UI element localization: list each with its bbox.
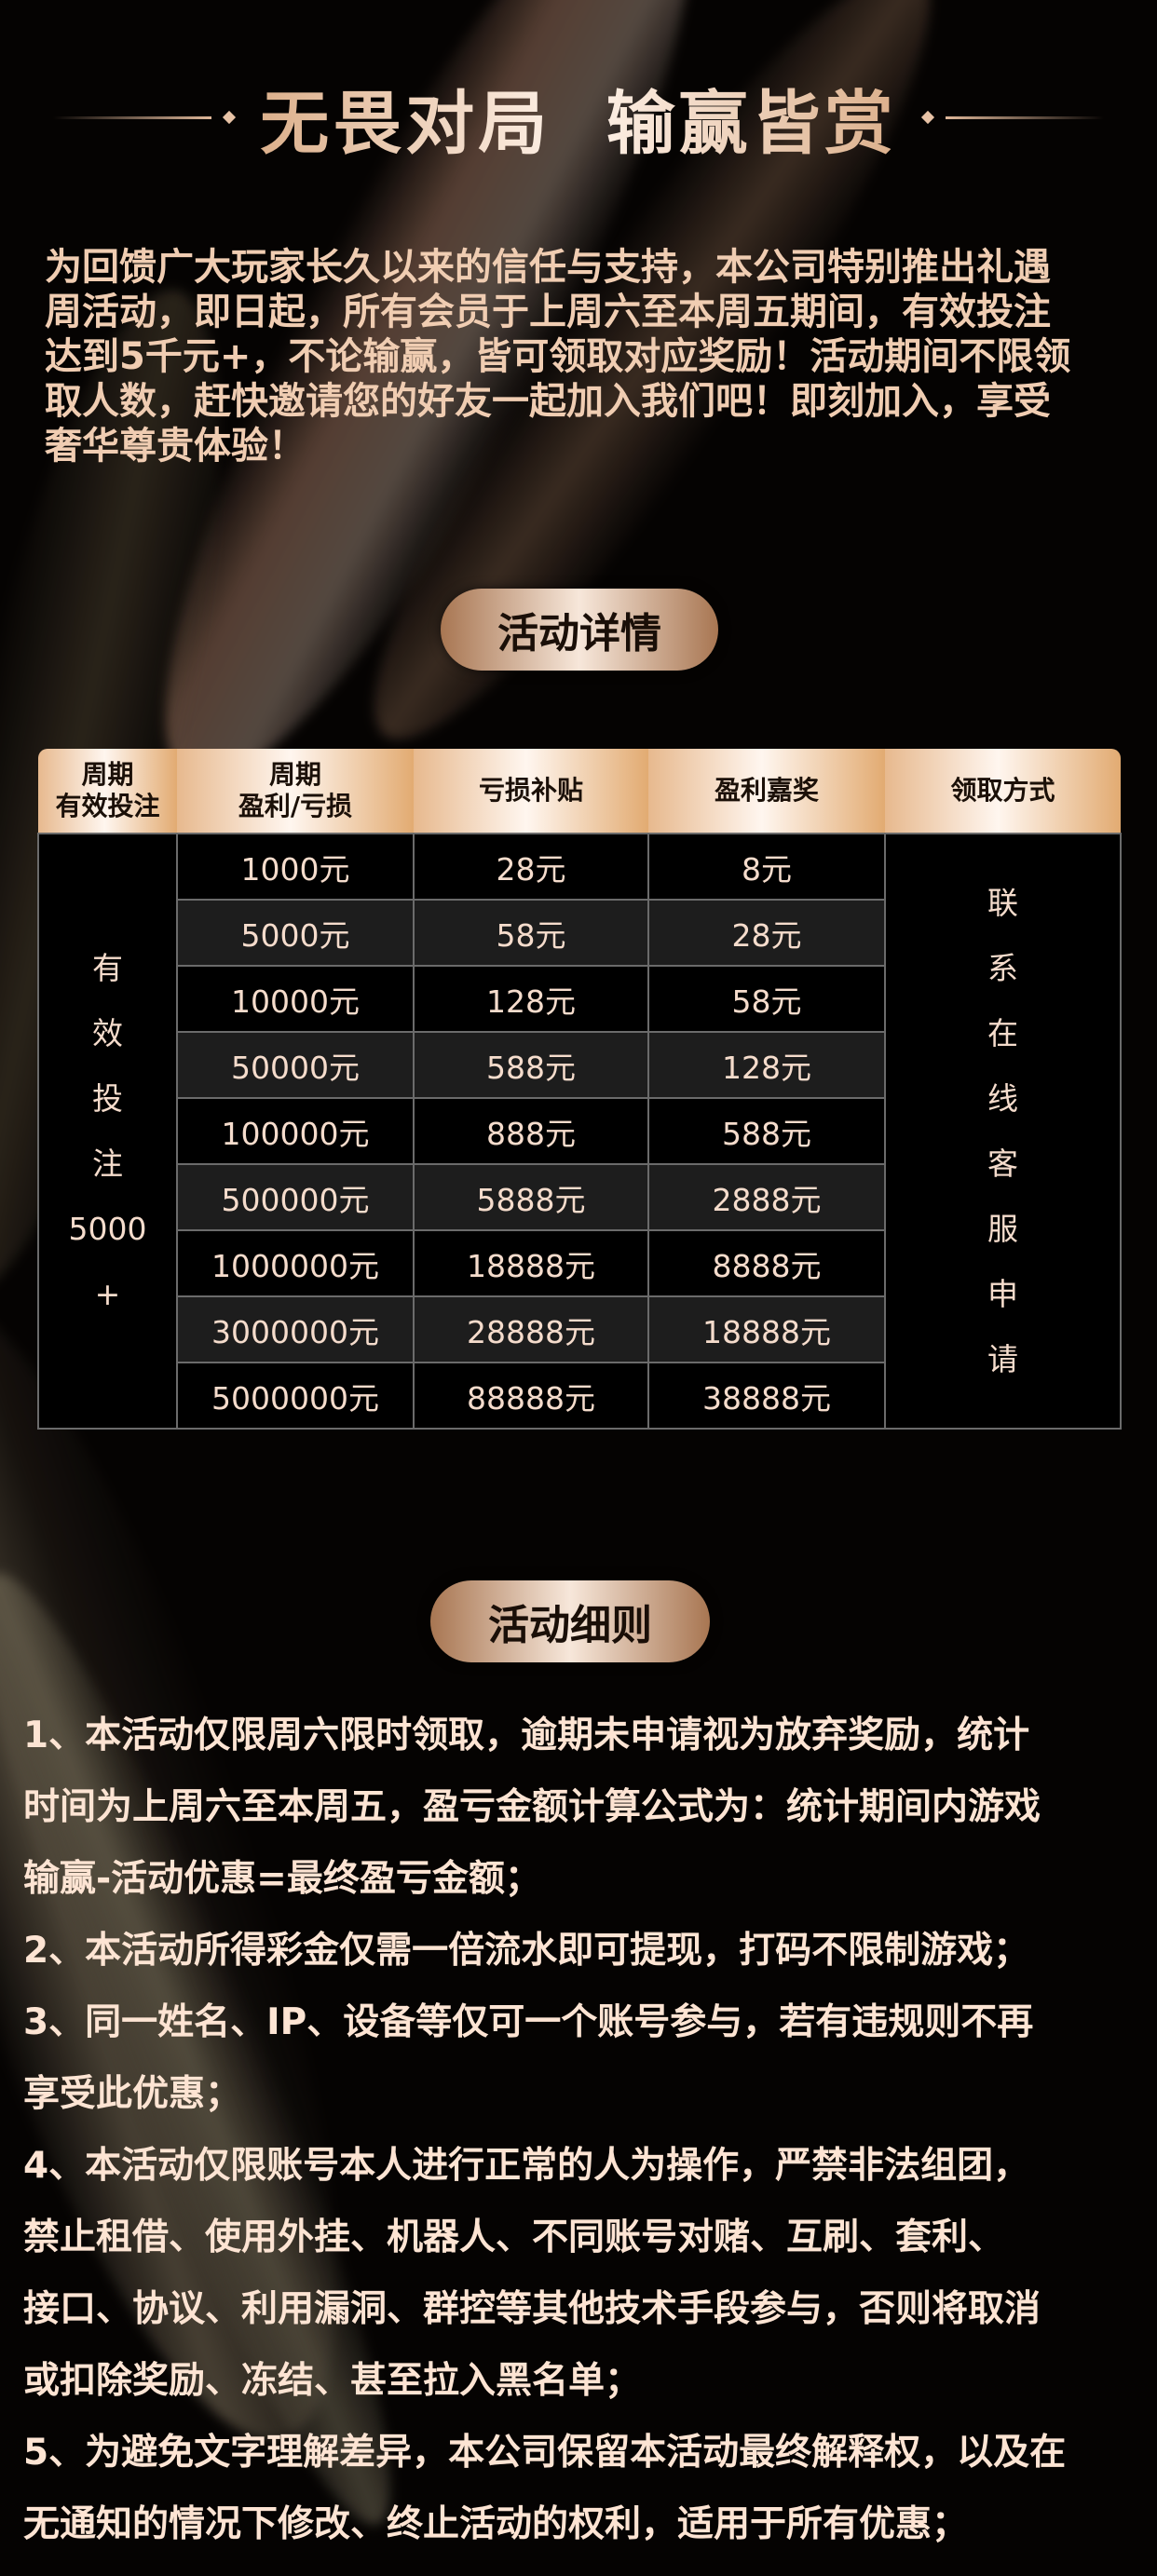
column-header: 周期 有效投注: [38, 749, 177, 834]
loss-subsidy-cell: 5888元: [413, 1163, 649, 1231]
profit-bonus-cell: 28元: [647, 899, 886, 967]
profit-loss-cell: 100000元: [176, 1097, 415, 1165]
profit-bonus-cell: 58元: [647, 965, 886, 1033]
valid-bet-char: 效: [92, 1014, 123, 1051]
loss-subsidy-cell: 588元: [413, 1031, 649, 1099]
profit-bonus-cell: 18888元: [647, 1295, 886, 1363]
valid-bet-label: 有效投注 5000 +: [37, 833, 178, 1430]
rule-line: 5、为避免文字理解差异，本公司保留本活动最终解释权，以及在: [23, 2432, 1067, 2474]
intro-line: 取人数，赶快邀请您的好友一起加入我们吧！即刻加入，享受: [45, 380, 1051, 423]
claim-method-char: 系: [987, 949, 1018, 986]
valid-bet-char: 5000: [68, 1210, 147, 1247]
table-header-row: 周期 有效投注 周期 盈利/亏损 亏损补贴 盈利嘉奖 领取方式: [38, 749, 1121, 834]
rule-line: 2、本活动所得彩金仅需一倍流水即可提现，打码不限制游戏；: [23, 1930, 1030, 1972]
table-row: 1000000元 18888元 8888元: [38, 1229, 1121, 1297]
profit-loss-cell: 50000元: [176, 1031, 415, 1099]
column-header: 领取方式: [885, 749, 1121, 834]
loss-subsidy-cell: 128元: [413, 965, 649, 1033]
column-header: 周期 盈利/亏损: [177, 749, 414, 834]
column-header: 盈利嘉奖: [648, 749, 885, 834]
rule-line: 4、本活动仅限账号本人进行正常的人为操作，严禁非法组团，: [23, 2145, 1030, 2187]
loss-subsidy-cell: 28元: [413, 833, 649, 901]
table-row: 100000元 888元 588元: [38, 1097, 1121, 1165]
profit-loss-cell: 10000元: [176, 965, 415, 1033]
section-heading-rules: 活动细则: [430, 1580, 710, 1662]
table-row: 有效投注 5000 +1000元 28元 8元联系在线客服申请: [37, 833, 1122, 1430]
valid-bet-char: +: [94, 1275, 121, 1312]
rule-line: 输赢-活动优惠=最终盈亏金额；: [23, 1858, 541, 1900]
table-row: 500000元 5888元 2888元: [38, 1163, 1121, 1231]
valid-bet-char: 注: [92, 1145, 123, 1182]
rule-line: 1、本活动仅限周六限时领取，逾期未申请视为放弃奖励，统计: [23, 1715, 1030, 1756]
profit-bonus-cell: 8元: [647, 833, 886, 901]
profit-bonus-cell: 8888元: [647, 1229, 886, 1297]
reward-table: 周期 有效投注 周期 盈利/亏损 亏损补贴 盈利嘉奖 领取方式 有效投注 5000 +100…: [37, 749, 1122, 1430]
profit-loss-cell: 3000000元: [176, 1295, 415, 1363]
rule-line: 享受此优惠；: [23, 2073, 242, 2115]
rule-line: 或扣除奖励、冻结、甚至拉入黑名单；: [23, 2360, 642, 2402]
diamond-ornament-icon: [920, 110, 934, 125]
loss-subsidy-cell: 888元: [413, 1097, 649, 1165]
loss-subsidy-cell: 88888元: [413, 1362, 649, 1430]
claim-method-char: 线: [987, 1079, 1018, 1117]
profit-loss-cell: 5000000元: [176, 1362, 415, 1430]
table-row: 5000000元 88888元 38888元: [38, 1362, 1121, 1430]
claim-method-label: 联系在线客服申请: [884, 833, 1122, 1430]
claim-method-char: 服: [987, 1210, 1018, 1247]
profit-bonus-cell: 128元: [647, 1031, 886, 1099]
intro-line: 达到5千元+，不论输赢，皆可领取对应奖励！活动期间不限领: [45, 335, 1071, 378]
valid-bet-char: 投: [92, 1079, 123, 1117]
rule-line: 禁止租借、使用外挂、机器人、不同账号对赌、互刷、套利、: [23, 2217, 1005, 2258]
page-title: 无畏对局 输赢皆赏: [260, 68, 897, 168]
title-right-ornament: [945, 115, 1104, 119]
diamond-ornament-icon: [223, 110, 237, 125]
rule-line: 时间为上周六至本周五，盈亏金额计算公式为：统计期间内游戏: [23, 1786, 1041, 1828]
loss-subsidy-cell: 58元: [413, 899, 649, 967]
table-row: 50000元 588元 128元: [38, 1031, 1121, 1099]
rule-line: 接口、协议、利用漏洞、群控等其他技术手段参与，否则将取消: [23, 2288, 1041, 2330]
claim-method-char: 申: [987, 1275, 1018, 1312]
rule-line: 3、同一姓名、IP、设备等仅可一个账号参与，若有违规则不再: [23, 2001, 1034, 2043]
claim-method-char: 联: [987, 884, 1018, 921]
rules-list: 1、本活动仅限周六限时领取，逾期未申请视为放弃奖励，统计 时间为上周六至本周五，盈…: [23, 1700, 1141, 2560]
title-left-ornament: [53, 115, 212, 119]
title-banner: 无畏对局 输赢皆赏: [0, 78, 1157, 164]
profit-loss-cell: 5000元: [176, 899, 415, 967]
claim-method-char: 在: [987, 1014, 1018, 1051]
profit-loss-cell: 500000元: [176, 1163, 415, 1231]
table-row: 5000元 58元 28元: [38, 899, 1121, 967]
profit-bonus-cell: 588元: [647, 1097, 886, 1165]
intro-line: 奢华尊贵体验！: [45, 425, 306, 468]
section-heading-details: 活动详情: [441, 589, 718, 671]
loss-subsidy-cell: 18888元: [413, 1229, 649, 1297]
table-row: 10000元 128元 58元: [38, 965, 1121, 1033]
intro-paragraph: 为回馈广大玩家长久以来的信任与支持，本公司特别推出礼遇 周活动，即日起，所有会员于…: [45, 245, 1125, 468]
claim-method-char: 请: [987, 1340, 1018, 1377]
rule-line: 无通知的情况下修改、终止活动的权利，适用于所有优惠；: [23, 2503, 969, 2545]
valid-bet-char: 有: [92, 949, 123, 986]
table-row: 3000000元 28888元 18888元: [38, 1295, 1121, 1363]
intro-line: 周活动，即日起，所有会员于上周六至本周五期间，有效投注: [45, 291, 1051, 333]
profit-loss-cell: 1000000元: [176, 1229, 415, 1297]
intro-line: 为回馈广大玩家长久以来的信任与支持，本公司特别推出礼遇: [45, 246, 1051, 289]
profit-loss-cell: 1000元: [176, 833, 415, 901]
loss-subsidy-cell: 28888元: [413, 1295, 649, 1363]
profit-bonus-cell: 38888元: [647, 1362, 886, 1430]
claim-method-char: 客: [987, 1145, 1018, 1182]
profit-bonus-cell: 2888元: [647, 1163, 886, 1231]
column-header: 亏损补贴: [414, 749, 648, 834]
